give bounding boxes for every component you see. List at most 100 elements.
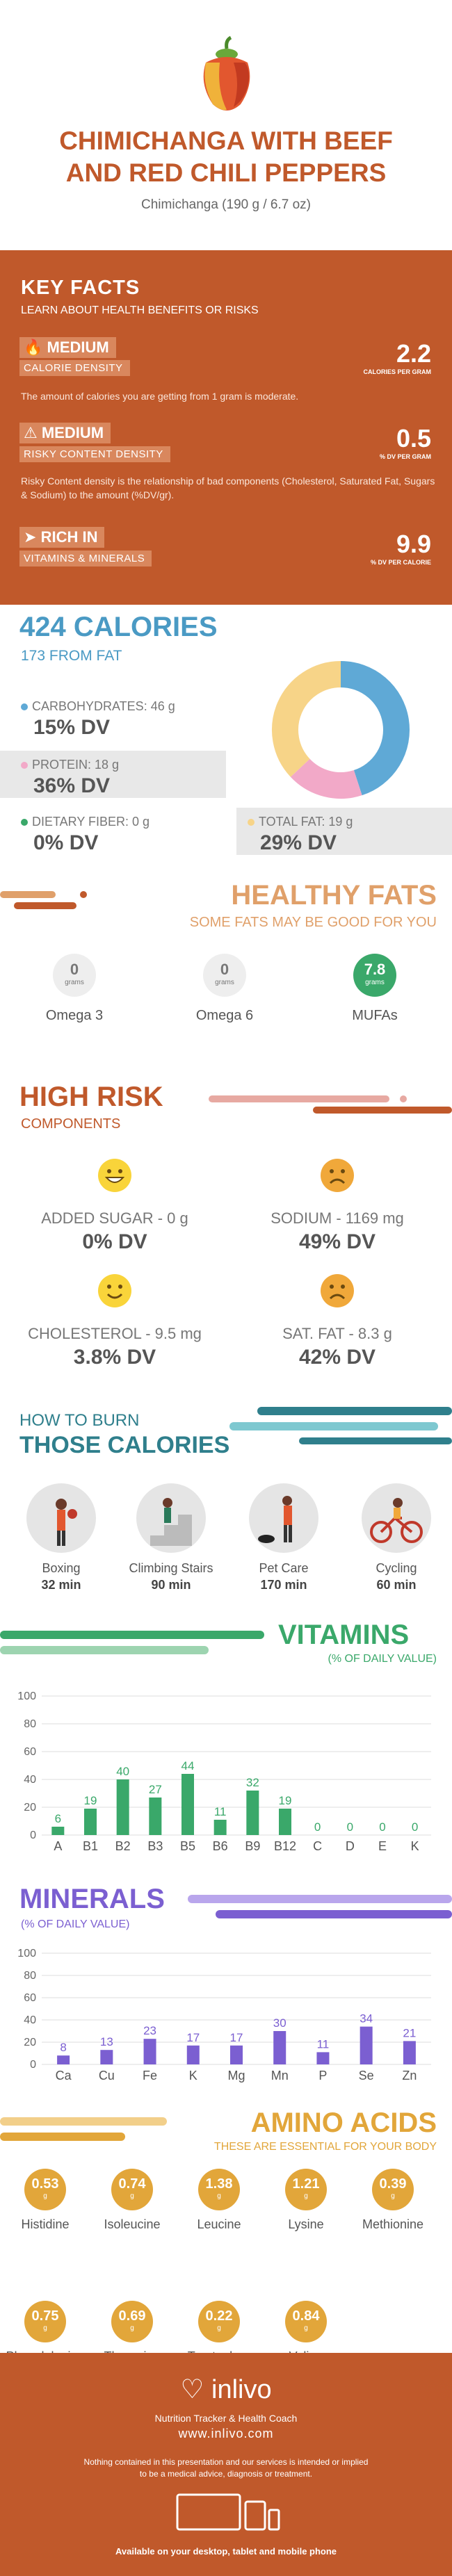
cycling-icon [362,1483,431,1553]
added-sugar-dv: 0% DV [82,1230,147,1253]
high-risk-subtitle: COMPONENTS [21,1116,121,1132]
brand-url[interactable]: www.inlivo.com [178,2427,274,2440]
burn-title-1: HOW TO BURN [19,1411,140,1430]
vitamin-value-label: 32 [246,1776,259,1789]
fiber-dv: 0% DV [33,831,99,854]
header: CHIMICHANGA WITH BEEF AND RED CHILI PEPP… [0,0,452,243]
brand-tagline: Nutrition Tracker & Health Coach [154,2413,298,2424]
mineral-category-label: Zn [402,2069,417,2082]
vitamin-ytick: 80 [24,1718,36,1730]
mineral-value-label: 30 [273,2016,286,2030]
amino-circle: 0.69 g [111,2301,153,2342]
healthy-fats-title: HEALTHY FATS [231,880,437,911]
vitamin-level-tag: ➤ RICH IN [19,527,105,548]
calorie-density-label: CALORIE DENSITY [19,360,130,376]
omega6-value: 0 [220,961,229,978]
brand-name: inlivo [211,2375,272,2404]
vitamin-category-label: B6 [213,1839,228,1853]
carbs-label: CARBOHYDRATES: 46 g [21,699,175,714]
mufas-value: 7.8 [364,961,386,978]
vitamin-bar-B9 [246,1791,259,1835]
page-title: CHIMICHANGA WITH BEEF AND RED CHILI PEPP… [0,125,452,189]
protein-row-bg [0,751,226,798]
mineral-value-label: 21 [403,2026,416,2039]
amino-title: AMINO ACIDS [250,2108,437,2138]
macros-donut-chart [272,661,410,799]
calorie-level-tag: 🔥 MEDIUM [19,337,116,358]
amino-circle: 0.53 g [24,2169,66,2210]
sad-face-icon [321,1274,354,1307]
vitamin-ytick: 40 [24,1774,36,1786]
stairs-icon [136,1483,206,1553]
risk-decoration [209,1095,452,1114]
vitamin-value-label: 19 [279,1794,292,1807]
calories-title: 424 CALORIES [19,612,218,642]
vitamin-bar-B12 [279,1809,291,1835]
amino-unit: g [217,2192,221,2200]
mineral-category-label: P [318,2069,327,2082]
vitamin-category-label: K [411,1839,419,1853]
sodium-label: SODIUM - 1169 mg [271,1209,404,1227]
fiber-dot [21,819,28,826]
vitamin-value-label: 0 [412,1820,418,1834]
pet-care-value: 170 min [260,1578,307,1592]
donut-slice-protein [290,758,362,799]
mineral-ytick: 40 [24,2014,36,2026]
vitamins-decoration [0,1631,264,1654]
pet-icon [249,1483,318,1553]
burn-title-2: THOSE CALORIES [19,1432,230,1458]
burn-decoration [229,1407,452,1444]
mineral-ytick: 0 [30,2059,36,2071]
vitamin-bar-B6 [213,1820,227,1835]
vitamin-value-label: 27 [149,1783,162,1796]
vitamins-minerals-label: VITAMINS & MINERALS [19,551,152,566]
minerals-subtitle: (% OF DAILY VALUE) [21,1918,130,1930]
minerals-decoration [188,1895,452,1918]
amino-unit: g [43,2192,47,2200]
amino-unit: g [130,2324,134,2332]
key-facts-section: KEY FACTS LEARN ABOUT HEALTH BENEFITS OR… [0,250,452,605]
risky-density-unit: % DV PER GRAM [379,453,431,460]
amino-subtitle: THESE ARE ESSENTIAL FOR YOUR BODY [213,2141,437,2153]
mineral-value-label: 11 [317,2037,330,2051]
mineral-ytick: 60 [24,1992,36,2004]
amino-value: 1.38 [205,2176,233,2192]
amino-unit: g [304,2324,308,2332]
risky-level: MEDIUM [41,424,104,441]
mineral-category-label: Fe [143,2069,157,2082]
mineral-bar-Ca [57,2055,70,2064]
carbs-label-text: CARBOHYDRATES: 46 g [32,699,175,713]
available-text: Available on your desktop, tablet and mo… [115,2546,337,2557]
sad-face-icon [321,1159,354,1192]
amino-label: Isoleucine [104,2217,161,2231]
calorie-level: MEDIUM [47,339,109,356]
mineral-category-label: Mg [227,2069,245,2082]
devices-icon [176,2493,280,2531]
mineral-category-label: Mn [271,2069,289,2082]
protein-label-text: PROTEIN: 18 g [32,758,120,772]
amino-label: Lysine [288,2217,324,2231]
mineral-value-label: 34 [360,2012,373,2025]
vitamin-category-label: B5 [180,1839,195,1853]
amino-value: 0.84 [292,2308,320,2324]
serving-size: Chimichanga (190 g / 6.7 oz) [141,197,311,212]
protein-dv: 36% DV [33,774,111,797]
carbs-dv: 15% DV [33,716,111,739]
vitamin-ytick: 60 [24,1746,36,1758]
donut-slice-fat [272,661,341,777]
sodium-dv: 49% DV [298,1230,376,1253]
mineral-value-label: 23 [143,2024,156,2037]
fats-decoration [0,891,87,909]
vitamin-bar-A [51,1827,65,1835]
mufas-circle: 7.8 grams [353,954,396,997]
mineral-value-label: 17 [230,2031,243,2044]
mineral-bar-Mn [273,2031,286,2064]
heart-icon: ♡ [180,2375,204,2404]
amino-value: 1.21 [292,2176,320,2192]
donut-slice-carbs [340,661,410,796]
mineral-category-label: Se [359,2069,374,2082]
vitamin-category-label: C [313,1839,322,1853]
amino-circle: 0.75 g [24,2301,66,2342]
vitamin-bar-B2 [116,1779,129,1835]
mineral-ytick: 80 [24,1970,36,1982]
